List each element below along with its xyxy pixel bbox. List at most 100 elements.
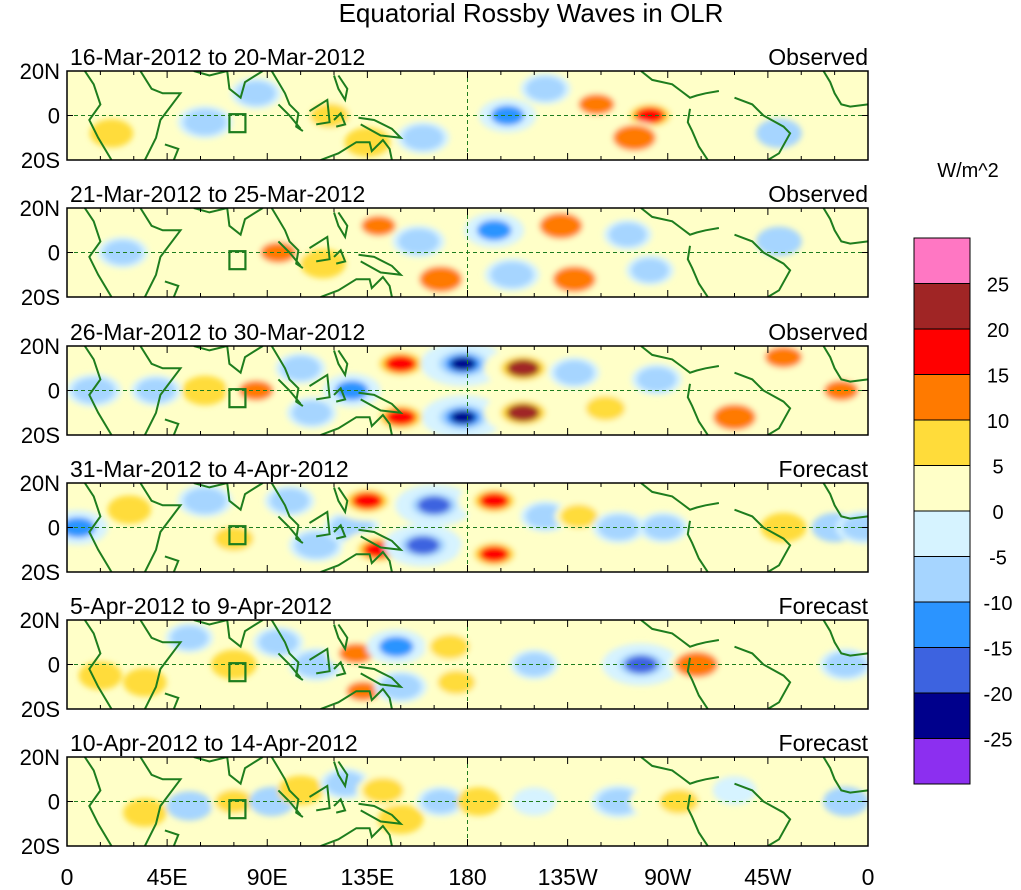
- anomaly-blob: [713, 90, 756, 119]
- anomaly-blob: [597, 788, 641, 815]
- anomaly-blob: [361, 215, 396, 236]
- anomaly-blob: [402, 125, 444, 151]
- anomaly-blob: [385, 408, 417, 426]
- coastline: [83, 208, 113, 297]
- anomaly-blob: [419, 266, 463, 293]
- y-tick-label: 0: [48, 104, 60, 129]
- coastline: [277, 789, 302, 816]
- coastline: [333, 660, 347, 677]
- coastline: [193, 71, 264, 100]
- coastline: [83, 620, 113, 709]
- x-tick-label: 180: [448, 864, 486, 890]
- anomaly-blob: [379, 636, 414, 657]
- coastline: [270, 208, 304, 269]
- y-tick-label: 20S: [21, 423, 60, 448]
- coastline: [822, 620, 868, 657]
- chart-title: Equatorial Rossby Waves in OLR: [339, 0, 724, 28]
- coastline: [333, 211, 349, 240]
- colorbar-swatch: [913, 465, 971, 512]
- anomaly-blob: [280, 356, 321, 381]
- anomaly-blob: [490, 261, 534, 288]
- anomaly-blob: [631, 258, 669, 283]
- coastline: [270, 757, 304, 818]
- coastline: [139, 208, 183, 297]
- anomaly-blob: [406, 536, 440, 555]
- coastline: [333, 523, 347, 540]
- colorbar-label: 25: [987, 275, 1009, 297]
- anomaly-blob: [292, 400, 332, 425]
- anomaly-blob: [377, 804, 424, 834]
- colorbar-swatch: [913, 647, 971, 694]
- coastlines: [83, 208, 868, 297]
- anomaly-blob: [780, 787, 822, 816]
- y-tick-label: 20S: [21, 148, 60, 173]
- coastline: [139, 757, 183, 846]
- panel-period: 5-Apr-2012 to 9-Apr-2012: [70, 593, 332, 619]
- coastline: [139, 483, 183, 572]
- coastline: [640, 346, 720, 374]
- anomaly-blob: [712, 776, 757, 805]
- x-tick-label: 0: [61, 864, 74, 890]
- region-box: [228, 250, 247, 271]
- y-tick-label: 0: [48, 379, 60, 404]
- coastline: [193, 208, 264, 237]
- region-box: [228, 113, 247, 134]
- coastline: [358, 802, 404, 826]
- y-tick-label: 0: [48, 790, 60, 815]
- anomaly-blob: [78, 661, 123, 690]
- colorbar-units-label: W/m^2: [937, 160, 999, 182]
- anomaly-blob: [506, 403, 540, 422]
- coastline: [277, 652, 302, 679]
- coastlines: [83, 346, 868, 435]
- coastline: [822, 208, 868, 245]
- colorbar-swatch: [913, 601, 971, 648]
- anomaly-blob: [515, 652, 554, 677]
- colorbar-label: 20: [987, 320, 1009, 342]
- coastline: [822, 757, 868, 794]
- y-tick-label: 0: [48, 516, 60, 541]
- x-tick-label: 0: [862, 864, 875, 890]
- coastline: [83, 71, 113, 160]
- x-tick-label: 45W: [744, 864, 792, 890]
- anomaly-blob: [450, 357, 476, 371]
- anomaly-blob: [598, 514, 640, 541]
- coastlines: [83, 483, 868, 572]
- region-box: [228, 662, 247, 683]
- panel-label: Observed: [768, 44, 868, 70]
- coastline: [640, 208, 720, 236]
- coastline: [734, 645, 792, 709]
- y-tick-label: 20S: [21, 560, 60, 585]
- anomaly-blob: [680, 238, 722, 267]
- coastline: [822, 71, 868, 108]
- coastline: [640, 757, 720, 785]
- coastline: [358, 528, 404, 552]
- anomaly-blob: [183, 109, 227, 136]
- anomaly-blob: [539, 212, 583, 239]
- anomaly-blob: [756, 226, 802, 257]
- coastline: [139, 620, 183, 709]
- coastline: [308, 98, 331, 126]
- anomaly-blob: [713, 668, 756, 697]
- coastline: [320, 138, 393, 160]
- region-box: [228, 799, 247, 820]
- coastline: [139, 71, 183, 160]
- anomaly-blob: [183, 487, 227, 514]
- anomaly-blob: [68, 776, 110, 805]
- colorbar-label: -25: [984, 730, 1013, 752]
- panel-period: 10-Apr-2012 to 14-Apr-2012: [70, 730, 358, 756]
- colorbar-swatch: [913, 328, 971, 375]
- anomaly-blob: [437, 670, 476, 695]
- colorbar-swatch: [913, 556, 971, 603]
- y-tick-label: 20N: [20, 608, 60, 633]
- anomaly-blob: [136, 378, 176, 403]
- panel-label: Observed: [768, 319, 868, 345]
- anomaly-blob: [612, 124, 656, 151]
- y-tick-label: 20N: [20, 59, 60, 84]
- coastline: [83, 757, 113, 846]
- coastline: [308, 235, 331, 263]
- colorbar-swatch: [913, 374, 971, 421]
- coastline: [333, 797, 347, 814]
- coastline: [277, 515, 302, 542]
- coastline: [320, 413, 393, 435]
